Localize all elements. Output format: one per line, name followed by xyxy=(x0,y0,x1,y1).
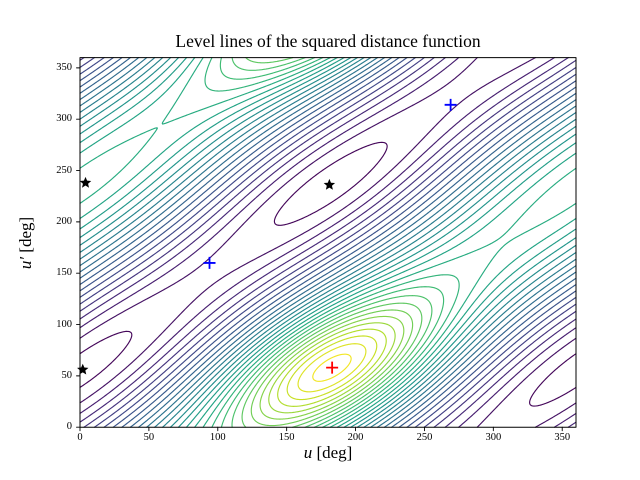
y-axis-variable: u′ xyxy=(16,256,35,270)
x-tick-label-1: 50 xyxy=(143,432,155,443)
x-tick-label-4: 200 xyxy=(347,432,364,443)
y-tick-label-6: 300 xyxy=(56,113,72,125)
y-tick-label-4: 200 xyxy=(56,215,72,227)
y-tick-label-3: 150 xyxy=(56,267,72,279)
y-tick-label-7: 350 xyxy=(56,61,72,73)
x-tick-label-6: 300 xyxy=(485,432,502,443)
y-tick-label-2: 100 xyxy=(56,318,72,330)
x-tick-label-3: 150 xyxy=(278,432,295,443)
y-axis-label: u′ [deg] xyxy=(16,217,36,269)
star-marker-0 xyxy=(76,363,90,377)
x-tick-label-7: 350 xyxy=(554,432,571,443)
red-plus-marker-0 xyxy=(325,361,339,375)
x-tick-label-2: 100 xyxy=(209,432,226,443)
y-tick-label-0: 0 xyxy=(66,421,72,433)
y-tick-label-5: 250 xyxy=(56,164,72,176)
star-marker-1 xyxy=(79,176,93,190)
x-axis-variable: u xyxy=(303,443,313,462)
x-axis-unit: [deg] xyxy=(312,443,353,462)
x-tick-label-5: 250 xyxy=(416,432,433,443)
star-marker-2 xyxy=(322,178,336,192)
y-tick-label-1: 50 xyxy=(61,369,73,381)
x-axis-label: u [deg] xyxy=(80,443,576,463)
blue-plus-marker-1 xyxy=(444,98,458,112)
x-tick-label-0: 0 xyxy=(77,432,83,443)
y-axis-unit: [deg] xyxy=(16,216,35,257)
plot-title: Level lines of the squared distance func… xyxy=(175,31,481,51)
blue-plus-marker-0 xyxy=(203,256,217,270)
